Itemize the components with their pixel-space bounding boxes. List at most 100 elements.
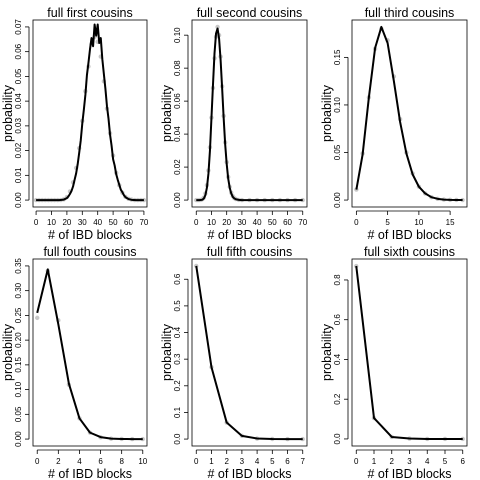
y-tick-label: 0.02 <box>14 142 23 158</box>
x-tick-label: 10 <box>138 457 147 466</box>
panel-full-third-cousins: full third cousins 0 5 10 15# of IBD blocks 0… <box>320 6 468 242</box>
y-tick-label: 0.07 <box>14 19 23 35</box>
x-tick-label: 10 <box>47 218 56 227</box>
y-tick-label: 0.03 <box>14 118 23 134</box>
y-tick-label: 0.6 <box>173 273 182 285</box>
x-tick-label: 0 <box>35 457 40 466</box>
chart-title: full third cousins <box>365 6 455 20</box>
y-tick-label: 0.4 <box>333 353 342 365</box>
data-point <box>300 436 305 442</box>
data-point <box>35 315 40 321</box>
panel-full-sixth-cousins: full sixth cousins 0 1 2 3 4 5 6 # of IBD blocks… <box>320 245 468 480</box>
x-tick-label: 20 <box>222 218 231 227</box>
x-axis-label: # of IBD blocks <box>48 467 132 480</box>
x-tick-label: 60 <box>283 218 292 227</box>
y-tick-label: 0.04 <box>14 93 23 109</box>
chart-title: full fouth cousins <box>43 245 136 259</box>
y-tick-label: 0.05 <box>14 68 23 84</box>
chart-title: full sixth cousins <box>364 245 455 259</box>
plot-box <box>32 258 148 447</box>
x-tick-label: 5 <box>443 457 448 466</box>
x-tick-label: 30 <box>237 218 246 227</box>
x-tick-label: 40 <box>93 218 102 227</box>
y-axis-label: probability <box>160 323 174 381</box>
panel-full-fifth-cousins: full fifth cousins 0 1 2 3 4 5 6 7 # of IBD block… <box>160 245 308 480</box>
x-tick-label: 10 <box>207 218 216 227</box>
y-tick-label: 0.10 <box>173 27 182 43</box>
x-tick-label: 2 <box>56 457 61 466</box>
x-tick-label: 4 <box>425 457 430 466</box>
plot-box <box>191 258 308 447</box>
y-tick-label: 0.05 <box>14 406 23 422</box>
x-tick-label: 8 <box>119 457 124 466</box>
y-tick-label: 0.06 <box>173 93 182 109</box>
x-tick-label: 0 <box>194 218 199 227</box>
y-tick-label: 0.0 <box>173 433 182 445</box>
x-axis-label: # of IBD blocks <box>207 228 291 242</box>
chart-title: full second cousins <box>197 6 303 20</box>
y-tick-label: 0.15 <box>333 49 342 65</box>
y-tick-label: 0.6 <box>333 314 342 326</box>
series-line <box>355 265 463 440</box>
x-tick-label: 6 <box>461 457 466 466</box>
x-tick-label: 3 <box>240 457 245 466</box>
series-line <box>355 25 463 202</box>
y-tick-label: 0.05 <box>333 144 342 160</box>
x-tick-label: 0 <box>354 457 359 466</box>
x-tick-label: 0 <box>354 218 359 227</box>
y-tick-label: 0.20 <box>14 332 23 348</box>
plot-box <box>351 19 468 208</box>
x-tick-label: 5 <box>270 457 275 466</box>
y-tick-label: 0.4 <box>173 326 182 338</box>
plot-box <box>351 258 468 447</box>
x-tick-label: 10 <box>414 218 423 227</box>
y-tick-label: 0.10 <box>14 381 23 397</box>
x-tick-label: 4 <box>255 457 260 466</box>
data-point <box>460 436 465 442</box>
x-tick-label: 60 <box>124 218 133 227</box>
x-tick-label: 70 <box>139 218 148 227</box>
x-tick-label: 6 <box>98 457 103 466</box>
x-axis-label: # of IBD blocks <box>207 467 291 480</box>
y-tick-label: 0.00 <box>333 192 342 208</box>
x-tick-label: 0 <box>34 218 39 227</box>
plot-box <box>32 19 148 208</box>
y-tick-label: 0.00 <box>14 431 23 447</box>
data-point <box>300 197 305 203</box>
x-axis-label: # of IBD blocks <box>367 467 451 480</box>
panel-full-second-cousins: full second cousins 0 10 20 30 40 50 60 70 # of I… <box>160 6 308 242</box>
y-tick-label: 0.2 <box>173 380 182 392</box>
chart-title: full fifth cousins <box>207 245 292 259</box>
x-tick-label: 2 <box>224 457 229 466</box>
x-tick-label: 7 <box>301 457 306 466</box>
x-tick-label: 5 <box>385 218 390 227</box>
y-tick-label: 0.00 <box>14 192 23 208</box>
y-axis-label: probability <box>320 323 334 381</box>
plot-box <box>191 19 308 208</box>
x-tick-label: 20 <box>62 218 71 227</box>
y-tick-label: 0.2 <box>333 393 342 405</box>
series-line <box>36 268 143 441</box>
x-tick-label: 1 <box>372 457 377 466</box>
panel-full-first-cousins: full first cousins 0 10 20 30 40 50 60 70 # of IB… <box>1 6 149 242</box>
series-line <box>195 265 303 441</box>
panel-full-fourth-cousins: full fouth cousins 0 2 4 6 8 10 # of IBD blocks… <box>1 245 148 480</box>
y-tick-label: 0.04 <box>173 126 182 142</box>
series-line <box>196 27 303 202</box>
y-tick-label: 0.35 <box>14 258 23 274</box>
y-tick-label: 0.00 <box>173 192 182 208</box>
x-axis-label: # of IBD blocks <box>367 228 451 242</box>
y-tick-label: 0.3 <box>173 353 182 365</box>
y-tick-label: 0.25 <box>14 307 23 323</box>
x-tick-label: 50 <box>109 218 118 227</box>
chart-title: full first cousins <box>47 6 132 20</box>
y-tick-label: 0.30 <box>14 282 23 298</box>
y-axis-label: probability <box>320 84 334 142</box>
x-tick-label: 4 <box>77 457 82 466</box>
y-axis-label: probability <box>1 84 15 142</box>
series-line <box>36 23 144 202</box>
y-tick-label: 0.15 <box>14 357 23 373</box>
y-tick-label: 0.02 <box>173 159 182 175</box>
y-tick-label: 0.01 <box>14 167 23 183</box>
y-tick-label: 0.8 <box>333 274 342 286</box>
